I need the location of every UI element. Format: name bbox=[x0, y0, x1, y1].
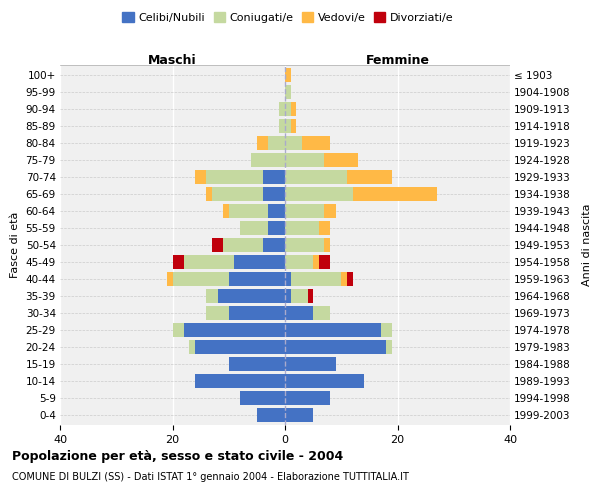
Bar bbox=[257, 408, 285, 422]
Text: Maschi: Maschi bbox=[148, 54, 197, 66]
Bar bbox=[290, 272, 341, 286]
Bar bbox=[223, 204, 229, 218]
Text: Femmine: Femmine bbox=[365, 54, 430, 66]
Bar bbox=[206, 289, 218, 303]
Bar bbox=[285, 323, 380, 337]
Bar bbox=[184, 255, 235, 269]
Bar bbox=[285, 102, 290, 116]
Bar bbox=[268, 136, 285, 150]
Bar bbox=[285, 68, 290, 82]
Bar bbox=[285, 136, 302, 150]
Bar bbox=[206, 306, 229, 320]
Bar bbox=[285, 306, 313, 320]
Bar bbox=[195, 170, 206, 184]
Bar bbox=[353, 187, 437, 201]
Text: COMUNE DI BULZI (SS) - Dati ISTAT 1° gennaio 2004 - Elaborazione TUTTITALIA.IT: COMUNE DI BULZI (SS) - Dati ISTAT 1° gen… bbox=[12, 472, 409, 482]
Bar bbox=[206, 170, 263, 184]
Bar bbox=[251, 153, 285, 167]
Bar bbox=[285, 119, 290, 133]
Bar bbox=[173, 272, 229, 286]
Y-axis label: Fasce di età: Fasce di età bbox=[10, 212, 20, 278]
Bar bbox=[347, 170, 392, 184]
Bar bbox=[386, 340, 392, 354]
Legend: Celibi/Nubili, Coniugati/e, Vedovi/e, Divorziati/e: Celibi/Nubili, Coniugati/e, Vedovi/e, Di… bbox=[118, 8, 458, 28]
Bar bbox=[285, 153, 325, 167]
Bar bbox=[268, 204, 285, 218]
Bar bbox=[263, 238, 285, 252]
Bar bbox=[263, 170, 285, 184]
Bar bbox=[212, 238, 223, 252]
Bar bbox=[285, 340, 386, 354]
Bar bbox=[229, 306, 285, 320]
Bar bbox=[240, 221, 268, 235]
Bar bbox=[229, 357, 285, 371]
Bar bbox=[173, 255, 184, 269]
Bar bbox=[195, 374, 285, 388]
Bar bbox=[280, 102, 285, 116]
Bar bbox=[240, 391, 285, 405]
Bar bbox=[285, 272, 290, 286]
Bar bbox=[257, 136, 268, 150]
Bar bbox=[285, 170, 347, 184]
Bar bbox=[223, 238, 263, 252]
Bar bbox=[325, 153, 358, 167]
Bar bbox=[190, 340, 195, 354]
Bar bbox=[229, 272, 285, 286]
Bar bbox=[290, 102, 296, 116]
Bar bbox=[167, 272, 173, 286]
Bar bbox=[290, 289, 308, 303]
Bar bbox=[229, 204, 268, 218]
Bar bbox=[212, 187, 263, 201]
Bar bbox=[319, 221, 330, 235]
Bar bbox=[268, 221, 285, 235]
Bar bbox=[285, 204, 325, 218]
Bar bbox=[263, 187, 285, 201]
Bar bbox=[285, 187, 353, 201]
Bar bbox=[280, 119, 285, 133]
Bar bbox=[285, 289, 290, 303]
Bar bbox=[184, 323, 285, 337]
Bar bbox=[325, 238, 330, 252]
Bar bbox=[319, 255, 330, 269]
Bar bbox=[285, 408, 313, 422]
Bar bbox=[290, 119, 296, 133]
Bar bbox=[380, 323, 392, 337]
Bar bbox=[285, 255, 313, 269]
Bar bbox=[206, 187, 212, 201]
Bar bbox=[235, 255, 285, 269]
Y-axis label: Anni di nascita: Anni di nascita bbox=[582, 204, 592, 286]
Bar bbox=[285, 221, 319, 235]
Bar bbox=[218, 289, 285, 303]
Bar bbox=[285, 85, 290, 99]
Bar bbox=[308, 289, 313, 303]
Bar bbox=[347, 272, 353, 286]
Bar bbox=[195, 340, 285, 354]
Bar bbox=[285, 238, 325, 252]
Bar bbox=[313, 306, 330, 320]
Text: Popolazione per età, sesso e stato civile - 2004: Popolazione per età, sesso e stato civil… bbox=[12, 450, 343, 463]
Bar bbox=[302, 136, 330, 150]
Bar bbox=[285, 391, 330, 405]
Bar bbox=[325, 204, 335, 218]
Bar bbox=[285, 357, 335, 371]
Bar bbox=[341, 272, 347, 286]
Bar bbox=[313, 255, 319, 269]
Bar bbox=[173, 323, 184, 337]
Bar bbox=[285, 374, 364, 388]
